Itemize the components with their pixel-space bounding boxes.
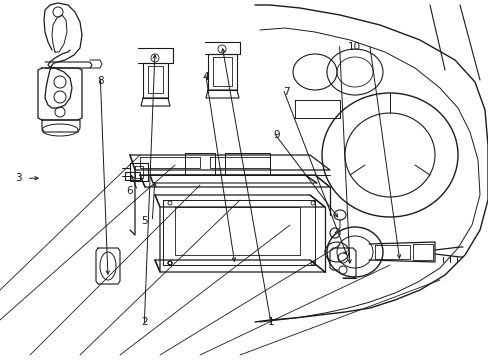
Text: 3: 3	[15, 173, 22, 183]
Text: 9: 9	[272, 130, 279, 140]
Text: 10: 10	[347, 42, 360, 52]
Text: 5: 5	[141, 216, 147, 226]
Text: 6: 6	[126, 186, 133, 196]
Text: 2: 2	[141, 317, 147, 327]
Text: 8: 8	[97, 76, 103, 86]
Text: 7: 7	[282, 87, 289, 97]
Text: 1: 1	[267, 317, 274, 327]
Text: 4: 4	[202, 72, 208, 82]
